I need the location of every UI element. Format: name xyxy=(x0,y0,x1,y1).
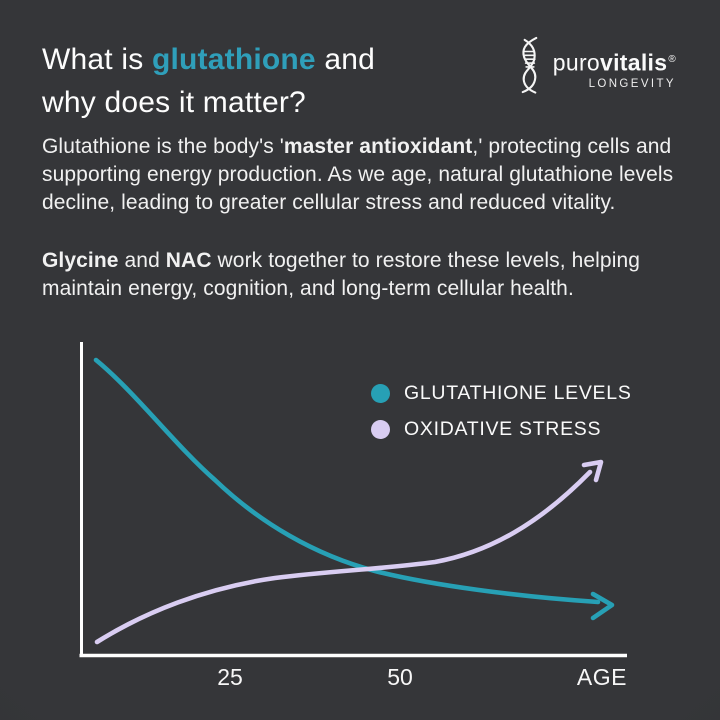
glutathione-legend-label: GLUTATHIONE LEVELS xyxy=(404,381,632,404)
intro-paragraph-2: Glycine and NAC work together to restore… xyxy=(42,249,641,300)
chart-legend: GLUTATHIONE LEVELS OXIDATIVE STRESS xyxy=(371,381,632,453)
glutathione-arrowhead xyxy=(590,591,615,621)
legend-item-glutathione: GLUTATHIONE LEVELS xyxy=(371,381,632,405)
brand-name: purovitalis® xyxy=(552,49,676,76)
brand-tagline: LONGEVITY xyxy=(588,77,676,90)
x-axis-label: AGE xyxy=(576,664,627,690)
dna-helix-icon xyxy=(521,36,538,94)
legend-item-oxidative-stress: OXIDATIVE STRESS xyxy=(371,417,632,441)
x-tick-25: 25 xyxy=(217,664,243,690)
registered-mark: ® xyxy=(668,54,676,65)
glutathione-legend-dot xyxy=(371,383,390,403)
oxidative-stress-legend-dot xyxy=(371,419,390,439)
age-line-chart xyxy=(79,342,627,658)
page-title: What is glutathione and why does it matte… xyxy=(42,43,376,119)
glutathione-curve xyxy=(93,357,615,621)
intro-paragraph-1: Glutathione is the body's 'master antiox… xyxy=(42,135,674,214)
oxidative-stress-arrowhead xyxy=(581,459,604,483)
x-tick-50: 50 xyxy=(387,664,413,690)
purovitalis-logo: purovitalis® LONGEVITY xyxy=(515,36,676,94)
oxidative-stress-legend-label: OXIDATIVE STRESS xyxy=(404,417,602,440)
oxidative-stress-curve xyxy=(94,459,604,645)
logo-text: purovitalis® LONGEVITY xyxy=(553,36,676,90)
